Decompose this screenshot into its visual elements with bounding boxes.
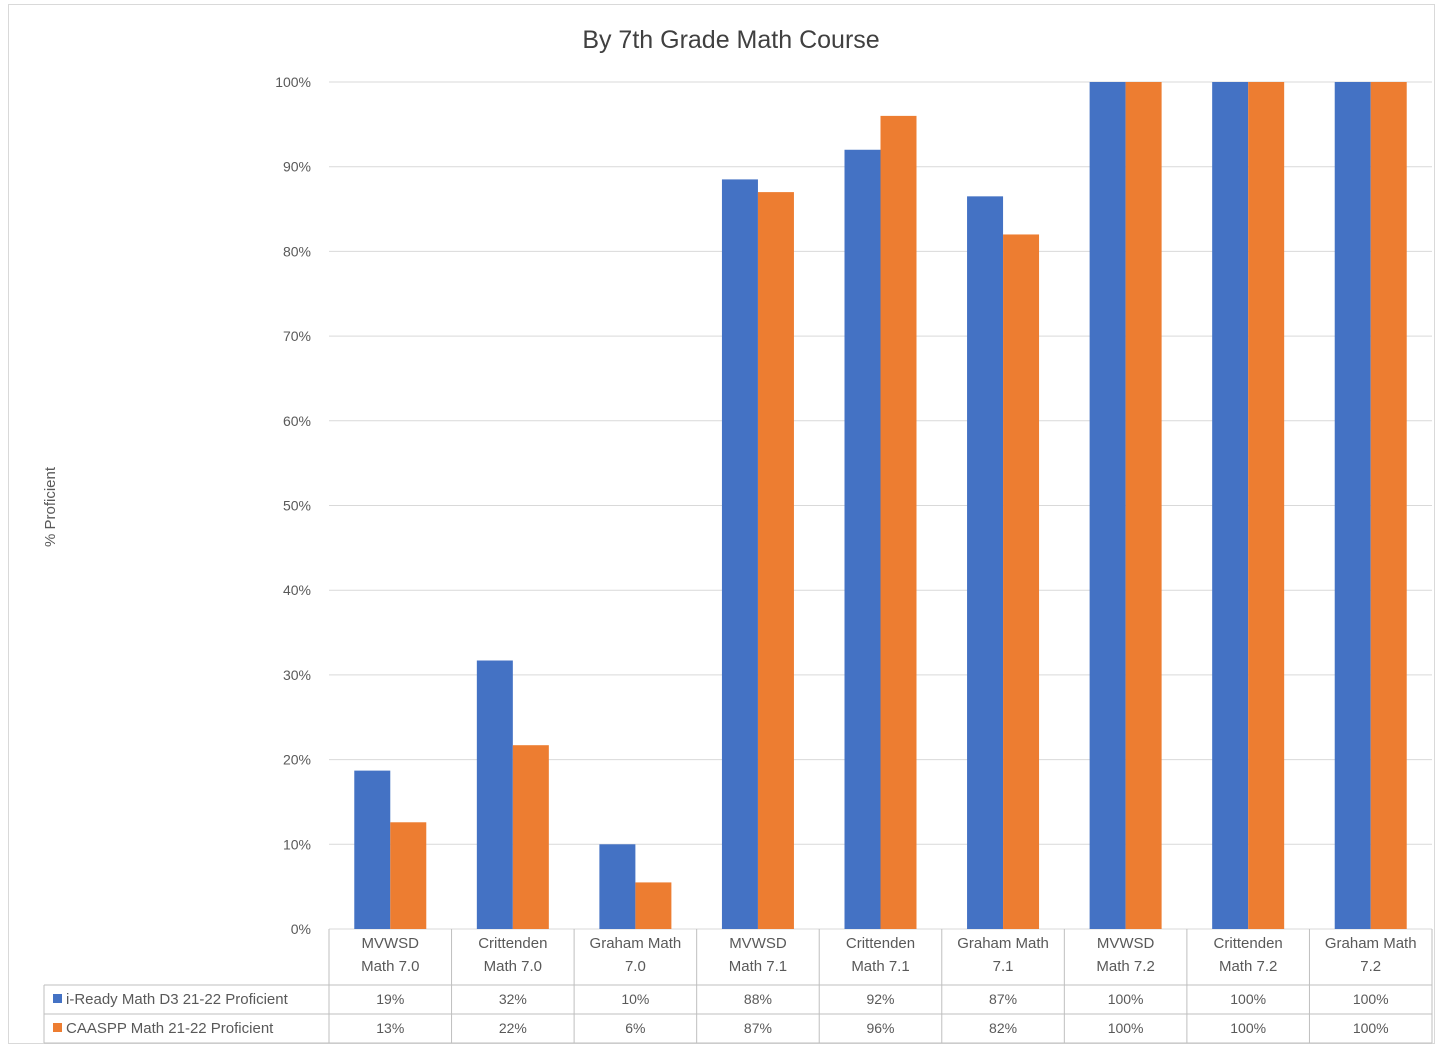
bar-series-2 xyxy=(1003,234,1040,929)
y-tick-label: 60% xyxy=(283,413,311,429)
x-category-label: 7.2 xyxy=(1360,958,1381,975)
bar-series-2 xyxy=(1125,82,1162,929)
x-category-label: MVWSD xyxy=(729,935,787,952)
bar-series-2 xyxy=(757,192,794,930)
legend-label: CAASPP Math 21-22 Proficient xyxy=(66,1020,274,1037)
bar-series-1 xyxy=(721,179,758,929)
x-category-label: Math 7.0 xyxy=(361,958,419,975)
bar-series-1 xyxy=(1089,82,1126,929)
data-label: 100% xyxy=(1108,991,1144,1007)
legend-key xyxy=(53,994,62,1003)
bar-series-1 xyxy=(1334,82,1371,929)
data-label: 32% xyxy=(499,991,527,1007)
x-category-label: Math 7.1 xyxy=(851,958,909,975)
x-category-label: MVWSD xyxy=(362,935,420,952)
data-label: 87% xyxy=(989,991,1017,1007)
y-tick-label: 20% xyxy=(283,752,311,768)
data-label: 22% xyxy=(499,1020,527,1036)
bar-series-2 xyxy=(390,822,427,929)
y-tick-label: 10% xyxy=(283,836,311,852)
data-label: 100% xyxy=(1353,1020,1389,1036)
bar-series-1 xyxy=(844,149,881,929)
x-category-label: Crittenden xyxy=(1214,935,1283,952)
bar-series-1 xyxy=(354,770,391,929)
data-table: MVWSD Math 7.0 Crittenden Math 7.0 Graham Ma… xyxy=(43,929,1433,1044)
x-category-label: 7.0 xyxy=(625,958,646,975)
data-label: 13% xyxy=(376,1020,404,1036)
bar-series-1 xyxy=(967,196,1004,930)
bar-series-1 xyxy=(1212,82,1249,929)
x-category-label: Crittenden xyxy=(478,935,547,952)
x-category-label: Math 7.2 xyxy=(1219,958,1277,975)
data-label: 6% xyxy=(625,1020,645,1036)
x-category-label: Graham Math xyxy=(957,935,1049,952)
bar-series-2 xyxy=(1370,82,1407,929)
data-label: 100% xyxy=(1108,1020,1144,1036)
bar-series-2 xyxy=(512,745,549,929)
chart-frame xyxy=(8,4,1435,1044)
data-label: 100% xyxy=(1230,991,1266,1007)
y-tick-label: 70% xyxy=(283,328,311,344)
chart-title: By 7th Grade Math Course xyxy=(582,26,879,54)
y-axis-label: % Proficient xyxy=(42,466,59,547)
data-label: 10% xyxy=(621,991,649,1007)
y-tick-label: 80% xyxy=(283,243,311,259)
data-label: 19% xyxy=(376,991,404,1007)
x-category-label: 7.1 xyxy=(993,958,1014,975)
y-tick-label: 0% xyxy=(291,921,311,937)
data-label: 96% xyxy=(866,1020,894,1036)
data-label: 100% xyxy=(1230,1020,1266,1036)
data-label: 100% xyxy=(1353,991,1389,1007)
data-label: 88% xyxy=(744,991,772,1007)
bar-series-2 xyxy=(1248,82,1285,929)
bar-series-1 xyxy=(476,660,513,929)
y-tick-label: 90% xyxy=(283,159,311,175)
x-category-label: Graham Math xyxy=(590,935,682,952)
data-label: 82% xyxy=(989,1020,1017,1036)
legend-label: i-Ready Math D3 21-22 Proficient xyxy=(66,991,289,1008)
x-category-label: MVWSD xyxy=(1097,935,1155,952)
bar-series-1 xyxy=(599,844,636,929)
y-tick-label: 30% xyxy=(283,667,311,683)
y-tick-label: 50% xyxy=(283,498,311,514)
bars xyxy=(354,82,1407,930)
bar-series-2 xyxy=(880,115,917,929)
data-label: 87% xyxy=(744,1020,772,1036)
x-category-label: Math 7.2 xyxy=(1096,958,1154,975)
x-category-label: Graham Math xyxy=(1325,935,1417,952)
data-label: 92% xyxy=(866,991,894,1007)
y-tick-labels: 0% 10% 20% 30% 40% 50% 60% 70% 80% 90% 100% xyxy=(275,74,311,937)
x-category-label: Crittenden xyxy=(846,935,915,952)
y-tick-label: 40% xyxy=(283,582,311,598)
bar-series-2 xyxy=(635,882,672,929)
x-category-label: Math 7.1 xyxy=(729,958,787,975)
x-category-label: Math 7.0 xyxy=(484,958,542,975)
y-tick-label: 100% xyxy=(275,74,311,90)
legend-key xyxy=(53,1023,62,1032)
